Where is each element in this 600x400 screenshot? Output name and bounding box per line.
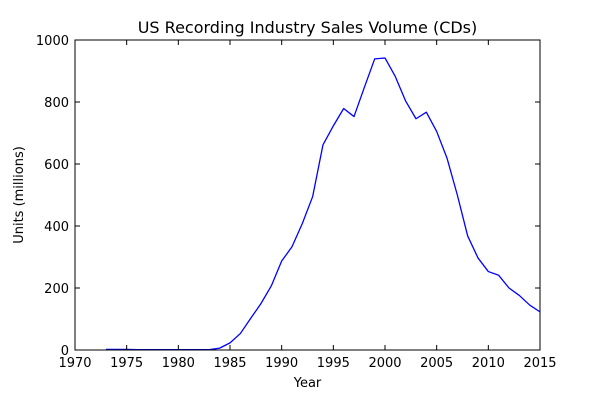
y-tick-label-0: 0 bbox=[61, 344, 69, 359]
chart-title: US Recording Industry Sales Volume (CDs) bbox=[138, 18, 478, 37]
x-tick-label-2015: 2015 bbox=[523, 356, 556, 371]
x-tick-label-1970: 1970 bbox=[58, 356, 91, 371]
x-tick-label-1995: 1995 bbox=[317, 356, 350, 371]
y-tick-label-800: 800 bbox=[44, 96, 69, 111]
y-tick-label-400: 400 bbox=[44, 220, 69, 235]
x-tick-label-1975: 1975 bbox=[110, 356, 143, 371]
y-tick-label-1000: 1000 bbox=[36, 34, 69, 49]
y-tick-label-600: 600 bbox=[44, 158, 69, 173]
plot-area: 1970 1975 1980 1985 1990 1995 2000 2005 2010 2015… bbox=[36, 34, 557, 371]
x-tick-label-1980: 1980 bbox=[162, 356, 195, 371]
x-tick-label-2000: 2000 bbox=[368, 356, 401, 371]
x-tick-label-2005: 2005 bbox=[420, 356, 453, 371]
x-tick-label-2010: 2010 bbox=[472, 356, 505, 371]
y-tick-label-200: 200 bbox=[44, 282, 69, 297]
x-axis-title: Year bbox=[293, 376, 322, 391]
plot-frame bbox=[74, 39, 541, 351]
x-tick-label-1985: 1985 bbox=[213, 356, 246, 371]
y-axis-title: Units (millions) bbox=[12, 146, 27, 244]
x-tick-label-1990: 1990 bbox=[265, 356, 298, 371]
